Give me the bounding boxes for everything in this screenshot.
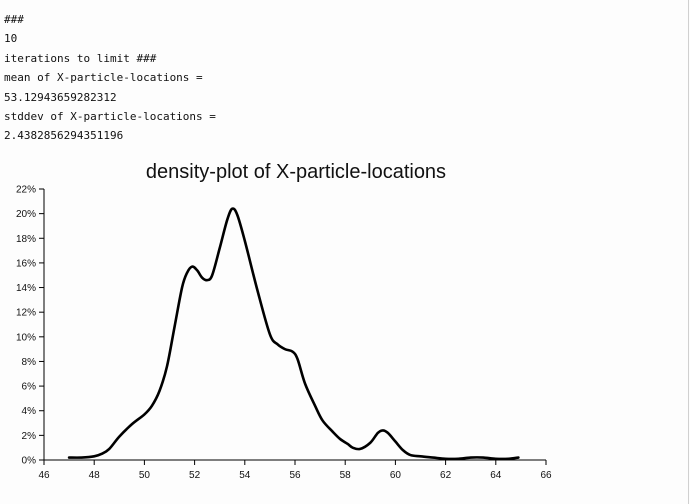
x-tick-label: 60 [390, 470, 402, 481]
window-edge-divider [688, 0, 689, 504]
x-tick-label: 50 [139, 470, 151, 481]
y-tick-label: 14% [16, 283, 36, 294]
x-tick-label: 48 [89, 470, 101, 481]
x-tick-label: 46 [38, 470, 50, 481]
y-tick-label: 4% [22, 406, 37, 417]
x-tick-label: 56 [289, 470, 301, 481]
x-tick-label: 58 [340, 470, 352, 481]
y-tick-label: 20% [16, 209, 36, 220]
x-tick-label: 54 [239, 470, 251, 481]
x-tick-label: 64 [490, 470, 502, 481]
y-tick-label: 6% [22, 382, 37, 393]
x-tick-label: 66 [540, 470, 552, 481]
y-tick-label: 0% [22, 456, 37, 467]
console-line: 53.12943659282312 [4, 90, 117, 104]
density-series-line [67, 207, 520, 461]
console-line: stddev of X-particle-locations = [4, 109, 216, 123]
y-tick-label: 2% [22, 431, 37, 442]
y-tick-label: 22% [16, 185, 36, 196]
y-tick-label: 16% [16, 258, 36, 269]
console-line: mean of X-particle-locations = [4, 71, 203, 85]
x-axis: 46 48 50 52 54 56 58 60 62 64 66 [38, 459, 552, 481]
y-tick-label: 8% [22, 357, 37, 368]
console-line: iterations to limit ### [4, 51, 157, 65]
x-tick-label: 62 [440, 470, 452, 481]
console-output: ### 10 iterations to limit ### mean of X… [4, 10, 216, 146]
console-line: 10 [4, 32, 18, 46]
chart-title: density-plot of X-particle-locations [146, 161, 446, 183]
x-tick-label: 52 [189, 470, 201, 481]
y-tick-label: 12% [16, 308, 36, 319]
density-plot: density-plot of X-particle-locations 46 4… [16, 161, 552, 481]
console-line: 2.4382856294351196 [4, 129, 124, 143]
y-axis: 0% 2% 4% 6% 8% 10% 12% 14% 16% 18% 20% 22% [16, 185, 45, 467]
console-line: ### [4, 13, 24, 26]
y-tick-label: 10% [16, 332, 36, 343]
y-tick-label: 18% [16, 234, 36, 245]
